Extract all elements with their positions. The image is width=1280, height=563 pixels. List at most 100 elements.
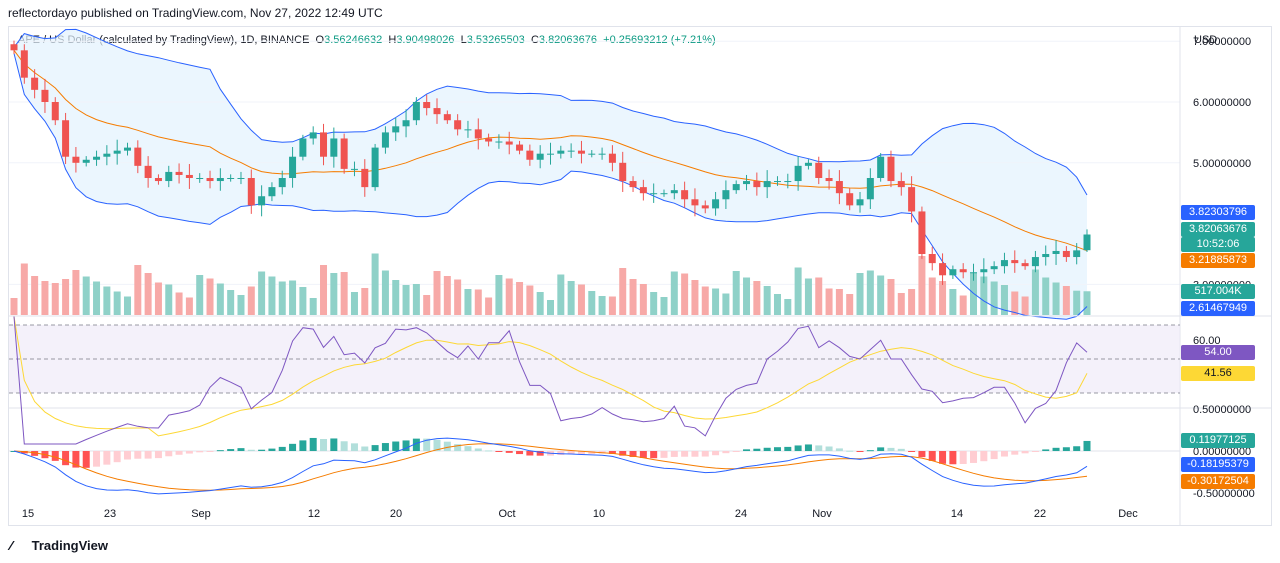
macd-histogram-bar — [402, 440, 410, 451]
volume-bar — [908, 289, 916, 315]
volume-bar — [588, 291, 596, 315]
price-tick-label: 6.00000000 — [1193, 97, 1251, 109]
macd-histogram-bar — [928, 451, 936, 461]
macd-histogram-bar — [165, 451, 173, 457]
macd-histogram-bar — [639, 451, 647, 458]
volume-bar — [743, 277, 751, 315]
candle-body — [93, 156, 101, 160]
volume-bar — [165, 284, 173, 315]
macd-histogram-bar — [443, 441, 451, 451]
macd-histogram-bar — [103, 451, 111, 465]
candle-body — [980, 269, 988, 273]
volume-bar — [897, 293, 905, 315]
volume-bar — [10, 298, 18, 315]
macd-histogram-bar — [123, 451, 131, 460]
candle-body — [660, 193, 668, 195]
time-tick-label: 10 — [593, 508, 605, 520]
candle-body — [1031, 257, 1039, 267]
macd-histogram-bar — [175, 451, 183, 455]
macd-histogram-bar — [309, 437, 317, 451]
volume-bar — [887, 279, 895, 315]
upper-band-tag: 3.82303796 — [1181, 205, 1255, 220]
macd-histogram-bar — [794, 445, 802, 451]
volume-bar — [1011, 291, 1019, 315]
candle-body — [206, 178, 214, 182]
macd-histogram-bar — [526, 451, 534, 456]
candle-body — [619, 162, 627, 182]
volume-bar — [990, 281, 998, 315]
countdown-tag: 10:52:06 — [1181, 237, 1255, 252]
volume-bar — [268, 276, 276, 315]
macd-histogram-bar — [144, 451, 152, 459]
macd-histogram-bar — [980, 451, 988, 462]
macd-histogram-bar — [412, 438, 420, 451]
volume-bar — [949, 289, 957, 315]
rsi-line — [13, 316, 1088, 445]
macd-histogram-bar — [299, 440, 307, 451]
candle-body — [443, 114, 451, 121]
macd-histogram-bar — [216, 450, 224, 452]
macd-histogram-bar — [1073, 446, 1081, 451]
macd-histogram-bar — [134, 451, 142, 459]
volume-bar — [93, 281, 101, 315]
macd-line — [13, 437, 1088, 495]
macd-line-tag: -0.18195379 — [1181, 457, 1255, 472]
macd-histogram-bar — [474, 448, 482, 451]
macd-histogram-bar — [72, 451, 80, 468]
macd-histogram-bar — [650, 451, 658, 459]
candle-body — [278, 178, 286, 188]
volume-bar — [650, 292, 658, 315]
macd-histogram-bar — [206, 451, 214, 452]
macd-histogram-bar — [804, 444, 812, 451]
candle-body — [227, 178, 235, 179]
volume-bar — [918, 256, 926, 315]
volume-bar — [216, 283, 224, 315]
macd-histogram-bar — [320, 439, 328, 451]
macd-signal-tag: -0.30172504 — [1181, 474, 1255, 489]
candle-body — [526, 150, 534, 160]
macd-histogram-bar — [113, 451, 121, 463]
macd-histogram-bar — [908, 451, 916, 452]
volume-bar — [454, 279, 462, 315]
candle-body — [732, 184, 740, 191]
volume-bar — [154, 282, 162, 315]
volume-bar — [433, 271, 441, 315]
volume-bar — [443, 276, 451, 315]
volume-bar — [505, 278, 513, 315]
macd-histogram-bar — [51, 451, 59, 461]
tradingview-logo-icon: ⁄⁄ — [10, 538, 12, 553]
volume-bar — [670, 271, 678, 315]
volume-bar — [835, 289, 843, 315]
chart-frame — [8, 26, 1272, 526]
volume-bar — [722, 293, 730, 315]
macd-histogram-bar — [247, 449, 255, 451]
tradingview-logo[interactable]: ⁄⁄ TradingView — [10, 538, 108, 553]
macd-hist-tag: 0.11977125 — [1181, 433, 1255, 448]
volume-bar — [20, 263, 28, 315]
macd-histogram-bar — [691, 451, 699, 457]
macd-histogram-bar — [516, 451, 524, 455]
volume-bar — [196, 275, 204, 315]
macd-histogram-bar — [825, 446, 833, 451]
candle-body — [835, 181, 843, 194]
time-tick-label: 24 — [735, 508, 747, 520]
volume-bar — [350, 292, 358, 315]
volume-bar — [289, 280, 297, 315]
volume-bar — [1062, 286, 1070, 315]
candle-body — [516, 144, 524, 151]
candle-body — [299, 138, 307, 157]
candle-body — [598, 153, 606, 155]
candle-body — [113, 150, 121, 154]
rsi-tick-label: 60.00 — [1193, 335, 1221, 347]
candle-body — [1011, 260, 1019, 264]
volume-tag: 517.004K — [1181, 284, 1255, 299]
macd-histogram-bar — [897, 448, 905, 451]
macd-histogram-bar — [577, 451, 585, 455]
macd-histogram-bar — [423, 438, 431, 451]
volume-bar — [1083, 291, 1091, 315]
time-tick-label: 23 — [104, 508, 116, 520]
tradingview-logo-text: TradingView — [31, 538, 108, 553]
volume-bar — [629, 279, 637, 315]
candle-body — [320, 132, 328, 157]
